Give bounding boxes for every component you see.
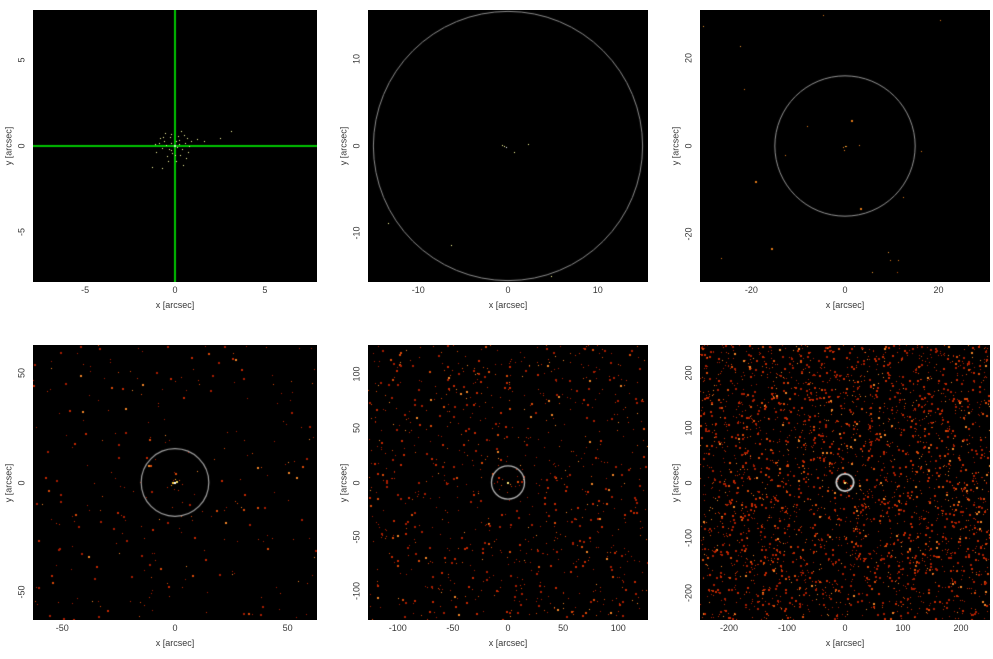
panel-top-left: y [arcsec] x [arcsec] -5 0 5 -5 0 5 <box>0 0 331 330</box>
y-tick-label: 0 <box>683 479 694 486</box>
x-tick-label: 0 <box>172 623 178 633</box>
x-tick-label: -50 <box>55 623 69 633</box>
plot-area <box>700 10 990 282</box>
panel-top-right: y [arcsec] x [arcsec] -20 0 20 -20 0 20 <box>667 0 993 330</box>
plot-area <box>368 10 648 282</box>
y-tick-label: 200 <box>683 364 694 381</box>
x-tick-label: 50 <box>558 623 569 633</box>
y-tick-label: 0 <box>351 143 362 149</box>
scatter-plot-canvas <box>700 10 990 282</box>
y-axis-label: y [arcsec] <box>3 126 14 166</box>
x-tick-label: 100 <box>610 623 626 633</box>
x-tick-label: -200 <box>719 623 739 633</box>
x-tick-label: -50 <box>446 623 460 633</box>
panel-bottom-right: y [arcsec] x [arcsec] -200 -100 0 100 200 -2… <box>667 335 993 659</box>
x-axis-label: x [arcsec] <box>488 300 528 310</box>
y-tick-label: 100 <box>683 419 694 436</box>
x-tick-label: 0 <box>505 623 511 633</box>
y-tick-label: 0 <box>683 143 694 149</box>
y-tick-label: 0 <box>16 143 27 149</box>
y-tick-label: 0 <box>351 479 362 486</box>
x-tick-label: 5 <box>262 285 268 295</box>
scatter-plot-canvas <box>33 10 317 282</box>
plot-area <box>700 345 990 620</box>
panel-top-middle: y [arcsec] x [arcsec] -10 0 10 -10 0 10 <box>335 0 662 330</box>
y-axis-label: y [arcsec] <box>338 126 349 166</box>
y-tick-label: 50 <box>16 368 27 379</box>
panel-bottom-left: y [arcsec] x [arcsec] -50 0 50 -50 0 50 <box>0 335 331 659</box>
y-tick-label: -100 <box>683 528 694 547</box>
x-axis-label: x [arcsec] <box>488 638 528 648</box>
y-tick-label: 5 <box>16 57 27 63</box>
y-tick-label: -50 <box>351 530 362 544</box>
y-axis-label: y [arcsec] <box>670 126 681 166</box>
x-axis-label: x [arcsec] <box>155 300 195 310</box>
x-tick-label: 10 <box>592 285 603 295</box>
x-tick-label: -10 <box>411 285 425 295</box>
x-axis-label: x [arcsec] <box>825 300 865 310</box>
y-tick-label: -50 <box>16 585 27 599</box>
plot-area <box>368 345 648 620</box>
x-tick-label: 20 <box>933 285 944 295</box>
y-tick-label: -200 <box>683 583 694 602</box>
x-tick-label: 100 <box>895 623 911 633</box>
x-tick-label: -20 <box>744 285 758 295</box>
x-axis-label: x [arcsec] <box>825 638 865 648</box>
y-tick-label: -10 <box>351 226 362 240</box>
y-tick-label: -100 <box>351 581 362 600</box>
y-axis-label: y [arcsec] <box>670 463 681 502</box>
y-tick-label: 100 <box>351 366 362 382</box>
panel-bottom-middle: y [arcsec] x [arcsec] -100 -50 0 50 100 -100… <box>335 335 662 659</box>
x-tick-label: 0 <box>842 623 848 633</box>
x-tick-label: 0 <box>172 285 178 295</box>
scatter-plot-canvas <box>33 345 317 620</box>
x-tick-label: -100 <box>777 623 797 633</box>
x-axis-label: x [arcsec] <box>155 638 195 648</box>
y-axis-label: y [arcsec] <box>3 463 14 502</box>
y-axis-label: y [arcsec] <box>338 463 349 502</box>
y-tick-label: 0 <box>16 479 27 486</box>
y-tick-label: 10 <box>351 53 362 64</box>
y-tick-label: -5 <box>16 228 27 237</box>
x-tick-label: 0 <box>842 285 848 295</box>
scatter-plot-canvas <box>700 345 990 620</box>
x-tick-label: 200 <box>953 623 969 633</box>
y-tick-label: -20 <box>683 227 694 241</box>
x-tick-label: 0 <box>505 285 511 295</box>
y-tick-label: 20 <box>683 53 694 64</box>
x-tick-label: -5 <box>81 285 90 295</box>
y-tick-label: 50 <box>351 423 362 434</box>
plot-area <box>33 10 317 282</box>
x-tick-label: 50 <box>282 623 293 633</box>
plot-area <box>33 345 317 620</box>
scatter-plot-canvas <box>368 345 648 620</box>
scatter-plot-canvas <box>368 10 648 282</box>
x-tick-label: -100 <box>388 623 407 633</box>
